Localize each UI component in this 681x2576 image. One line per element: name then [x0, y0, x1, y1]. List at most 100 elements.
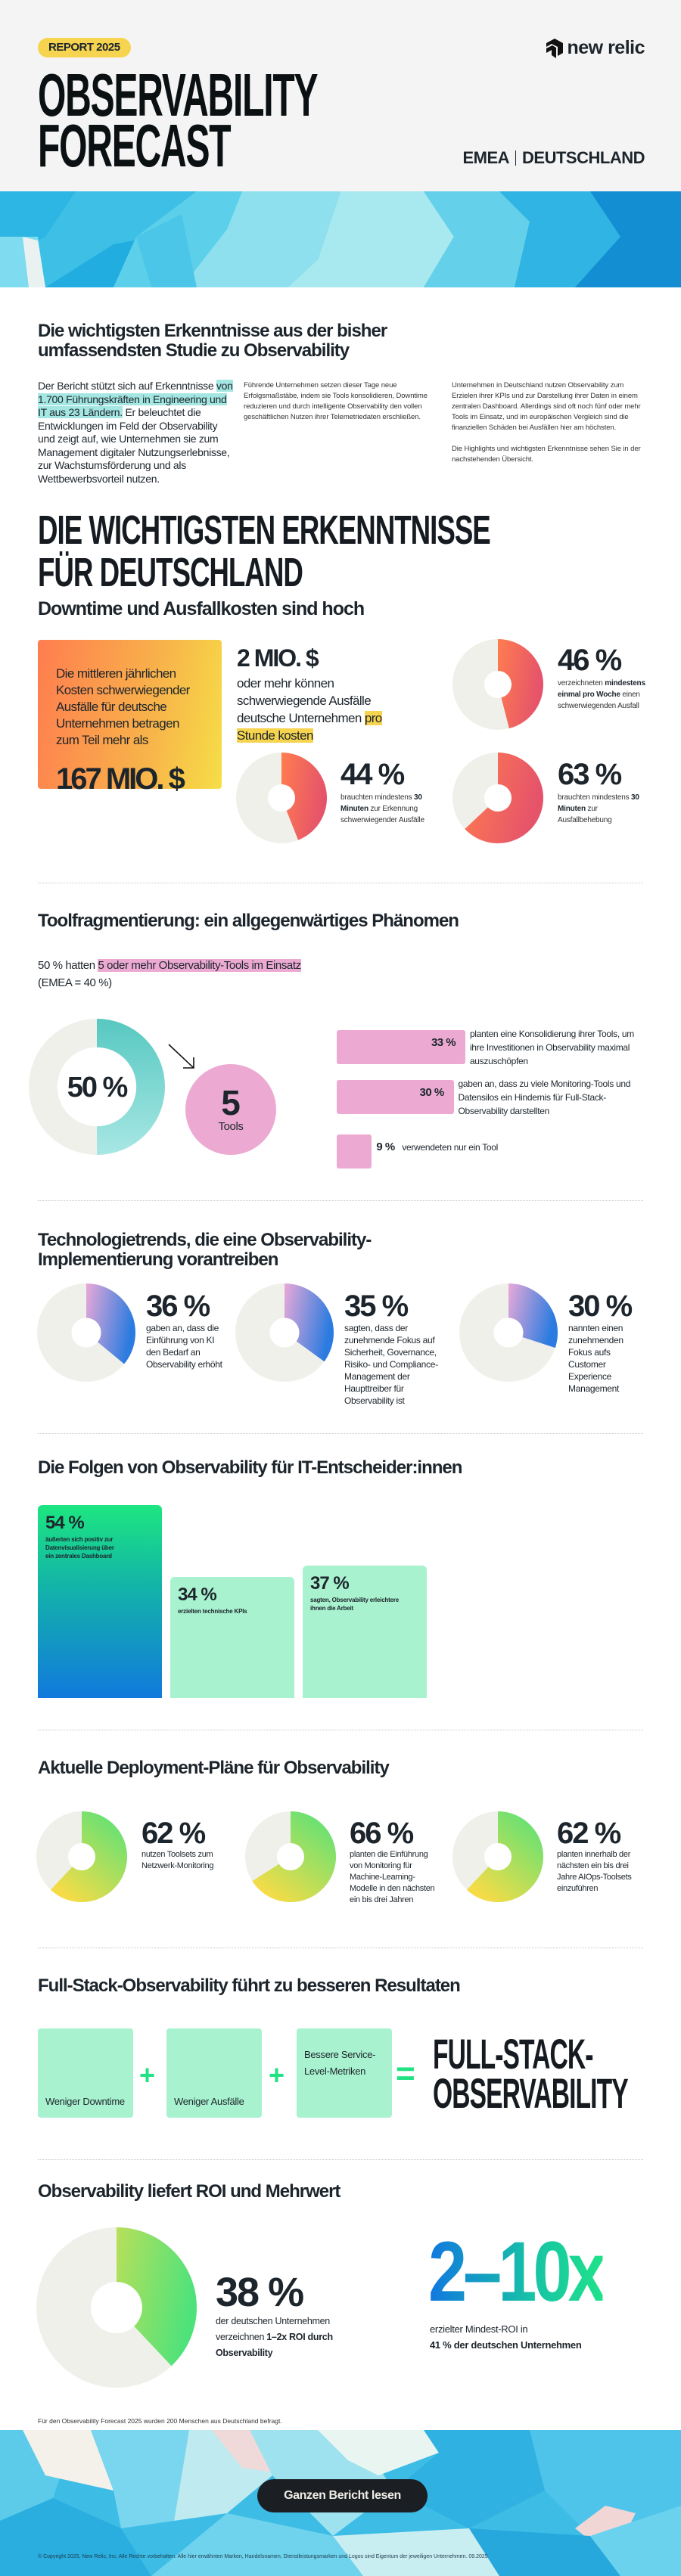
roi-range-description: erzielter Mindest-ROI in 41 % der deutsc…: [430, 2321, 642, 2353]
fullstack-item-outages: Weniger Ausfälle: [166, 2028, 262, 2118]
stat-value: 30 %: [568, 1290, 633, 1323]
donut-segment: [252, 1811, 336, 1902]
results-bar-description: erzielten technische KPIs: [178, 1607, 247, 1615]
intro-column-1: Der Bericht stützt sich auf Erkenntnisse…: [38, 380, 235, 486]
tools-bar: [337, 1080, 454, 1114]
donut-five-tools-label: 50 %: [67, 1072, 129, 1103]
read-full-report-button[interactable]: Ganzen Bericht lesen: [257, 2479, 428, 2512]
report-badge: REPORT 2025: [38, 38, 131, 57]
intro-heading: Die wichtigsten Erkenntnisse aus der bis…: [38, 321, 387, 361]
stat-ai-adoption: 36 % gaben an, dass die Einführung von K…: [146, 1290, 229, 1370]
intro-col3-paragraph-2: Die Highlights und wichtigsten Erkenntni…: [452, 445, 641, 464]
intro-col1-text-rest: Er beleuchtet die Entwicklungen im Feld …: [38, 406, 230, 485]
donut-five-tools: [29, 1019, 165, 1155]
stat-text-rest: zur Erkennung schwerwiegender Ausfälle: [340, 805, 424, 824]
tools-intro-emea: (EMEA = 40 %): [38, 976, 112, 989]
stat-value: 44 %: [340, 758, 405, 791]
hourly-cost-text: oder mehr können schwerwiegende Ausfälle…: [237, 675, 388, 744]
tech-heading: Technologietrends, die eine Observabilit…: [38, 1230, 372, 1270]
stat-text: der deutschen Unternehmen verzeichnen: [216, 2316, 330, 2342]
intro-heading-line-1: Die wichtigsten Erkenntnisse aus der bis…: [38, 321, 387, 341]
tech-heading-line-2: Implementierung vorantreiben: [38, 1249, 278, 1270]
donut-segment: [86, 1283, 135, 1364]
results-bar-value: 54 %: [45, 1513, 85, 1534]
stat-resolution-time: 63 % brauchten mindestens 30 Minuten zur…: [558, 759, 641, 826]
stat-weekly-outages: 46 % verzeichneten mindestens einmal pro…: [558, 644, 648, 712]
stat-description: planten die Einführung von Monitoring fü…: [350, 1850, 435, 1904]
annual-cost-text: Die mittleren jährlichen Kosten schwerwi…: [56, 666, 190, 747]
stat-text-rest: einen schwerwiegenden Ausfall: [558, 691, 640, 710]
tools-bar: [337, 1134, 372, 1169]
donut-aiops: [452, 1811, 543, 1902]
stat-description: der deutschen Unternehmen verzeichnen 1–…: [216, 2314, 367, 2361]
stat-network-monitoring: 62 % nutzen Toolsets zum Netzwerk-Monito…: [141, 1817, 225, 1872]
new-relic-logo[interactable]: new relic: [546, 37, 645, 59]
fullstack-item-slm: Bessere Service-Level-Metriken: [297, 2028, 392, 2118]
stat-ml-monitoring: 66 % planten die Einführung von Monitori…: [350, 1817, 437, 1906]
donut-customer-experience: [459, 1283, 558, 1382]
stat-value: 62 %: [557, 1817, 621, 1850]
footnote: Für den Observability Forecast 2025 wurd…: [38, 2417, 282, 2425]
results-bar: 37 % sagten, Observability erleichtere ih…: [303, 1566, 427, 1698]
donut-roi: [36, 2227, 197, 2388]
roi-range-text: erzielter Mindest-ROI in: [430, 2323, 528, 2335]
donut-segment: [466, 1811, 543, 1902]
section-divider: [38, 2159, 643, 2160]
five-tools-number: 5: [221, 1083, 241, 1122]
plus-icon: +: [269, 2059, 285, 2090]
results-bar: 54 % äußerten sich positiv zur Datenvisua…: [38, 1505, 162, 1698]
stat-description: nannten einen zunehmenden Fokus aufs Cus…: [568, 1323, 623, 1394]
stat-description: planten innerhalb der nächsten ein bis d…: [557, 1850, 632, 1893]
tools-bar-description: gaben an, dass zu viele Monitoring-Tools…: [458, 1079, 631, 1116]
tools-bar-value: 9 %: [376, 1141, 395, 1153]
intro-column-3: Unternehmen in Deutschland nutzen Observ…: [452, 380, 645, 465]
donut-segment: [285, 1283, 334, 1362]
intro-col3-paragraph-1: Unternehmen in Deutschland nutzen Observ…: [452, 381, 641, 432]
stat-value: 35 %: [344, 1290, 409, 1323]
donut-detection-time: [236, 753, 327, 843]
stat-description: nutzen Toolsets zum Netzwerk-Monitoring: [141, 1850, 214, 1870]
results-bar-description: sagten, Observability erleichtere ihnen …: [310, 1597, 400, 1612]
tools-heading: Toolfragmentierung: ein allgegenwärtiges…: [38, 911, 459, 931]
fullstack-result-line-2: OBSERVABILITY: [433, 2069, 629, 2117]
annual-cost-card: Die mittleren jährlichen Kosten schwerwi…: [38, 640, 222, 796]
donut-segment: [498, 639, 543, 729]
key-findings-heading-line-2: FÜR DEUTSCHLAND: [38, 550, 303, 595]
donut-weekly-outages: [452, 639, 543, 730]
tools-bar-value: 33 %: [431, 1036, 456, 1049]
donut-segment: [465, 753, 543, 843]
logo-text: new relic: [567, 37, 645, 58]
stat-security-focus: 35 % sagten, dass der zunehmende Fokus a…: [344, 1290, 443, 1407]
results-bar-value: 37 %: [310, 1573, 350, 1594]
hourly-cost-text-main: oder mehr können schwerwiegende Ausfälle…: [237, 676, 372, 725]
stat-value: 63 %: [558, 758, 622, 791]
stat-text: brauchten mindestens: [558, 793, 631, 802]
stat-description: brauchten mindestens 30 Minuten zur Erke…: [340, 792, 439, 826]
hero-image: [0, 191, 681, 287]
stat-value: 46 %: [558, 644, 622, 677]
stat-roi: 38 % der deutschen Unternehmen verzeichn…: [216, 2271, 367, 2361]
donut-ai-adoption: [37, 1283, 135, 1382]
plus-icon: +: [139, 2059, 156, 2090]
tech-heading-line-1: Technologietrends, die eine Observabilit…: [38, 1230, 372, 1250]
results-bar: 34 % erzielten technische KPIs: [170, 1576, 294, 1698]
stat-text: verzeichneten: [558, 679, 605, 687]
five-tools-label: Tools: [218, 1120, 244, 1133]
tools-intro-text: 50 % hatten: [38, 959, 98, 972]
equals-icon: =: [396, 2055, 415, 2092]
roi-range-text-bold: 41 % der deutschen Unternehmen: [430, 2339, 582, 2351]
donut-segment: [281, 753, 327, 840]
key-findings-heading-line-1: DIE WICHTIGSTEN ERKENNTNISSE: [38, 507, 491, 553]
section-divider: [38, 1200, 643, 1201]
roi-range: 2–10x: [428, 2224, 607, 2319]
copyright: © Copyright 2025, New Relic, Inc. Alle R…: [38, 2554, 488, 2559]
hourly-cost: 2 MIO. $ oder mehr können schwerwiegende…: [237, 644, 388, 744]
region-country: DEUTSCHLAND: [522, 148, 645, 167]
fullstack-result-line-1: FULL-STACK-: [433, 2030, 593, 2078]
results-bar-description: äußerten sich positiv zur Datenvisualisi…: [45, 1536, 114, 1560]
donut-segment: [508, 1283, 558, 1349]
hourly-cost-value: 2 MIO. $: [237, 644, 319, 672]
stat-value: 66 %: [350, 1817, 414, 1850]
title-line-1: OBSERVABILITY: [38, 61, 319, 129]
tools-intro: 50 % hatten 5 oder mehr Observability-To…: [38, 957, 301, 992]
